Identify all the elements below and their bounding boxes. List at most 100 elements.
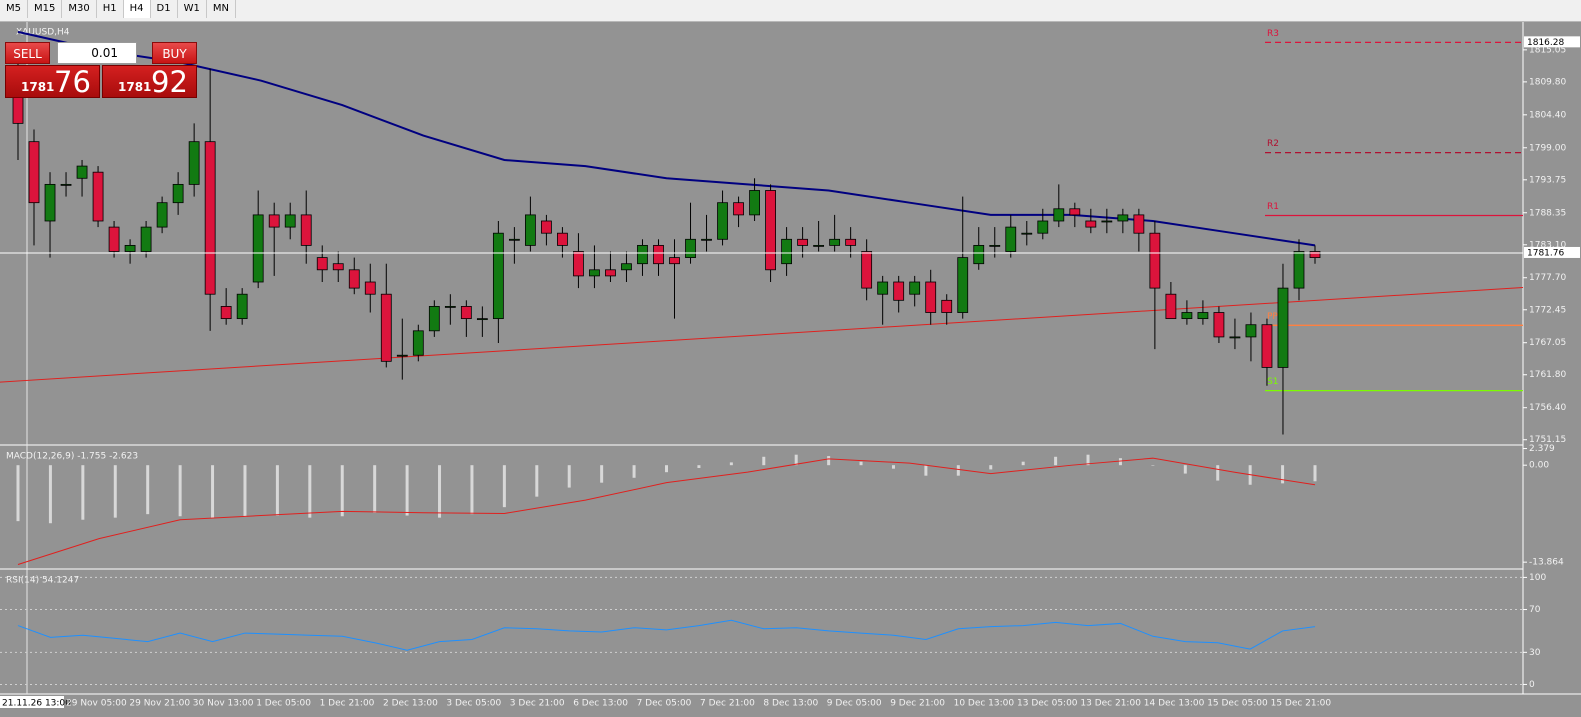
candle-body	[300, 214, 312, 246]
y-tick-label: 1815.05	[1529, 45, 1566, 55]
y-tick-label: 1772.45	[1529, 305, 1566, 315]
candle-body	[1181, 312, 1193, 320]
x-tick-label: 7 Dec 05:00	[637, 699, 692, 709]
candle-body	[156, 202, 168, 228]
macd-bar	[1183, 465, 1187, 474]
x-tick-label: 14 Dec 13:00	[1144, 699, 1205, 709]
timeframe-button[interactable]: W1	[178, 0, 207, 18]
y-tick-label: 1804.40	[1529, 110, 1566, 120]
x-tick-label: 7 Dec 21:00	[700, 699, 755, 709]
y-tick-label: 1767.05	[1529, 338, 1566, 348]
candle-body	[28, 141, 40, 204]
candle-body	[124, 244, 136, 252]
candle-body	[957, 257, 969, 313]
candle-body	[557, 232, 568, 246]
x-tick-label: 8 Dec 13:00	[763, 699, 818, 709]
candle-body	[1133, 214, 1145, 234]
macd-bar	[211, 465, 215, 519]
x-tick-label: 29 Nov 21:00	[129, 699, 190, 709]
candle-body	[460, 306, 472, 320]
candle-body	[909, 281, 921, 295]
x-tick-label: 21.11.26 13:00	[2, 699, 71, 709]
macd-bar	[405, 465, 409, 516]
candle-body	[1165, 293, 1177, 320]
bid-price[interactable]: 1781 76	[5, 65, 100, 99]
y-tick-label: 1751.15	[1529, 435, 1566, 445]
candle-body	[348, 269, 360, 289]
y-tick-label: 1761.80	[1529, 370, 1566, 380]
pivot-label: R1	[1267, 202, 1279, 212]
chart: XAUUSD,H4 MACD(12,26,9) -1.755 -2.623 RS…	[0, 22, 1581, 717]
candle-body	[589, 269, 600, 277]
candle-body	[733, 202, 744, 216]
candle-body	[476, 318, 488, 321]
macd-bar	[762, 456, 766, 466]
timeframe-button[interactable]: MN	[207, 0, 236, 18]
candle-body	[1245, 324, 1257, 338]
timeframe-button[interactable]: M5	[0, 0, 28, 18]
timeframe-button[interactable]: H4	[123, 0, 151, 18]
timeframe-button[interactable]: D1	[151, 0, 178, 18]
candle-body	[252, 214, 264, 283]
candle-body	[797, 238, 809, 246]
timeframe-button[interactable]: H1	[97, 0, 124, 18]
candle-body	[268, 214, 280, 228]
y-tick-label: 30	[1529, 648, 1541, 658]
ask-small: 92	[151, 65, 188, 99]
macd-bar	[48, 465, 52, 524]
x-tick-label: 3 Dec 05:00	[446, 699, 501, 709]
macd-bar	[308, 465, 312, 518]
candle-body	[1293, 251, 1305, 289]
macd-bar	[275, 465, 279, 516]
macd-bar	[600, 465, 604, 483]
candle-body	[1085, 220, 1097, 228]
macd-bar	[794, 454, 798, 466]
candle-body	[380, 293, 392, 362]
candle-body	[621, 263, 632, 271]
signal-line	[17, 457, 1316, 565]
macd-bar	[827, 456, 831, 466]
ask-big: 1781	[118, 80, 152, 94]
pivot-label: R3	[1267, 29, 1279, 39]
candle-body	[829, 238, 841, 246]
y-tick-label: 0.00	[1529, 461, 1549, 471]
timeframe-button[interactable]: M30	[62, 0, 97, 18]
candle-body	[108, 226, 120, 252]
candle-body	[1117, 214, 1129, 222]
x-tick-label: 30 Nov 13:00	[193, 699, 254, 709]
candle-body	[989, 244, 1001, 247]
timeframe-button[interactable]: M15	[28, 0, 63, 18]
candle-body	[524, 214, 536, 246]
macd-bar	[632, 465, 636, 478]
candle-body	[861, 251, 873, 289]
level-price-label: 1816.28	[1527, 38, 1564, 48]
rsi-title: RSI(14) 54.1247	[6, 576, 79, 586]
y-tick-label: 2.379	[1529, 444, 1555, 454]
candle-body	[1005, 226, 1017, 252]
ask-price[interactable]: 1781 92	[102, 65, 197, 99]
macd-bar	[243, 465, 247, 517]
macd-bar	[470, 465, 474, 515]
macd-bar	[891, 465, 895, 469]
candle-body	[236, 293, 248, 320]
candle-body	[316, 257, 328, 271]
buy-button[interactable]: BUY	[152, 42, 197, 64]
lot-input[interactable]: 0.01	[57, 42, 137, 64]
bid-price-label: 1781.76	[1527, 248, 1564, 258]
macd-bar	[989, 465, 993, 470]
x-tick-label: 10 Dec 13:00	[954, 699, 1015, 709]
sell-button[interactable]: SELL	[5, 42, 50, 64]
x-tick-label: 1 Dec 05:00	[256, 699, 311, 709]
candle-body	[92, 171, 104, 222]
x-tick-label: 9 Dec 21:00	[890, 699, 945, 709]
macd-bar	[1054, 456, 1058, 466]
candle-body	[973, 244, 985, 265]
candle-body	[364, 281, 376, 295]
y-tick-label: 1777.70	[1529, 273, 1566, 283]
candle-body	[1149, 232, 1161, 289]
candle-body	[172, 183, 184, 204]
y-tick-label: 0	[1529, 680, 1535, 690]
candle-body	[813, 244, 825, 247]
candle-body	[717, 202, 728, 240]
